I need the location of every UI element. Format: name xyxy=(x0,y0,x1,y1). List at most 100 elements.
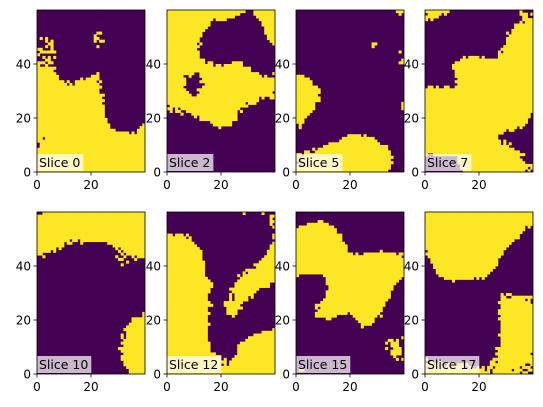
heatmap-cell xyxy=(50,66,54,70)
heatmap-cell xyxy=(134,220,138,224)
heatmap-cell xyxy=(139,349,143,353)
heatmap-cell xyxy=(479,96,483,100)
heatmap-cell xyxy=(387,153,391,157)
heatmap-cell xyxy=(508,64,512,68)
heatmap-cell xyxy=(136,355,140,359)
heatmap-cell xyxy=(58,80,62,84)
heatmap-cell xyxy=(304,99,308,103)
heatmap-cell xyxy=(101,169,105,173)
heatmap-cell xyxy=(136,225,140,229)
heatmap-cell xyxy=(64,115,68,119)
heatmap-cell xyxy=(64,225,68,229)
heatmap-cell xyxy=(196,28,200,32)
heatmap-cell xyxy=(37,217,41,221)
slice-label: Slice 0 xyxy=(39,155,80,170)
heatmap-cell xyxy=(250,96,254,100)
heatmap-cell xyxy=(511,88,515,92)
heatmap-cell xyxy=(441,136,445,140)
heatmap-cell xyxy=(516,47,520,51)
heatmap-cell xyxy=(304,91,308,95)
heatmap-cell xyxy=(172,74,176,78)
heatmap-cell xyxy=(39,145,43,149)
heatmap-cell xyxy=(69,225,73,229)
heatmap-cell xyxy=(476,55,480,59)
heatmap-cell xyxy=(508,50,512,54)
heatmap-cell xyxy=(58,85,62,89)
heatmap-cell xyxy=(457,112,461,116)
heatmap-cell xyxy=(126,236,130,240)
heatmap-cell xyxy=(237,12,241,16)
heatmap-cell xyxy=(47,58,51,62)
heatmap-cell xyxy=(441,96,445,100)
heatmap-cell xyxy=(449,112,453,116)
heatmap-cell xyxy=(185,66,189,70)
heatmap-cell xyxy=(115,236,119,240)
heatmap-cell xyxy=(489,150,493,154)
heatmap-cell xyxy=(457,131,461,135)
heatmap-cell xyxy=(191,10,195,14)
heatmap-cell xyxy=(360,150,364,154)
heatmap-cell xyxy=(134,241,138,245)
heatmap-cell xyxy=(47,230,51,234)
heatmap-cell xyxy=(123,328,127,332)
heatmap-cell xyxy=(377,169,381,173)
heatmap-cell xyxy=(194,31,198,35)
heatmap-cell xyxy=(169,93,173,97)
heatmap-cell xyxy=(223,91,227,95)
heatmap-cell xyxy=(131,320,135,324)
heatmap-cell xyxy=(210,88,214,92)
heatmap-cell xyxy=(91,123,95,127)
heatmap-cell xyxy=(53,230,57,234)
heatmap-cell xyxy=(188,12,192,16)
heatmap-cell xyxy=(506,104,510,108)
heatmap-cell xyxy=(61,93,65,97)
heatmap-cell xyxy=(489,153,493,157)
heatmap-cell xyxy=(47,88,51,92)
heatmap-cell xyxy=(47,112,51,116)
heatmap-cell xyxy=(185,50,189,54)
heatmap-cell xyxy=(425,104,429,108)
heatmap-cell xyxy=(204,85,208,89)
heatmap-cell xyxy=(99,217,103,221)
heatmap-cell xyxy=(218,66,222,70)
heatmap-cell xyxy=(495,150,499,154)
heatmap-cell xyxy=(55,230,59,234)
heatmap-cell xyxy=(264,74,268,78)
heatmap-cell xyxy=(194,20,198,24)
heatmap-cell xyxy=(47,142,51,146)
heatmap-cell xyxy=(85,123,89,127)
heatmap-cell xyxy=(516,64,520,68)
heatmap-cell xyxy=(468,147,472,151)
heatmap-cell xyxy=(358,139,362,143)
heatmap-cell xyxy=(481,131,485,135)
heatmap-cell xyxy=(506,112,510,116)
heatmap-cell xyxy=(55,112,59,116)
heatmap-cell xyxy=(204,82,208,86)
heatmap-cell xyxy=(177,77,181,81)
heatmap-cell xyxy=(112,169,116,173)
heatmap-cell xyxy=(514,155,518,159)
heatmap-cell xyxy=(58,99,62,103)
heatmap-cell xyxy=(489,126,493,130)
heatmap-cell xyxy=(296,101,300,105)
heatmap-cell xyxy=(88,158,92,162)
heatmap-cell xyxy=(269,10,273,14)
heatmap-cell xyxy=(495,155,499,159)
heatmap-cell xyxy=(85,161,89,165)
heatmap-cell xyxy=(131,158,135,162)
heatmap-cell xyxy=(433,101,437,105)
heatmap-cell xyxy=(301,112,305,116)
heatmap-cell xyxy=(47,136,51,140)
heatmap-cell xyxy=(85,145,89,149)
heatmap-cell xyxy=(55,101,59,105)
heatmap-cell xyxy=(82,128,86,132)
heatmap-cell xyxy=(80,104,84,108)
heatmap-cell xyxy=(454,126,458,130)
heatmap-cell xyxy=(64,107,68,111)
heatmap-cell xyxy=(74,112,78,116)
heatmap-cell xyxy=(85,217,89,221)
heatmap-cell xyxy=(514,80,518,84)
heatmap-cell xyxy=(530,55,534,59)
heatmap-cell xyxy=(96,109,100,113)
heatmap-cell xyxy=(128,349,132,353)
